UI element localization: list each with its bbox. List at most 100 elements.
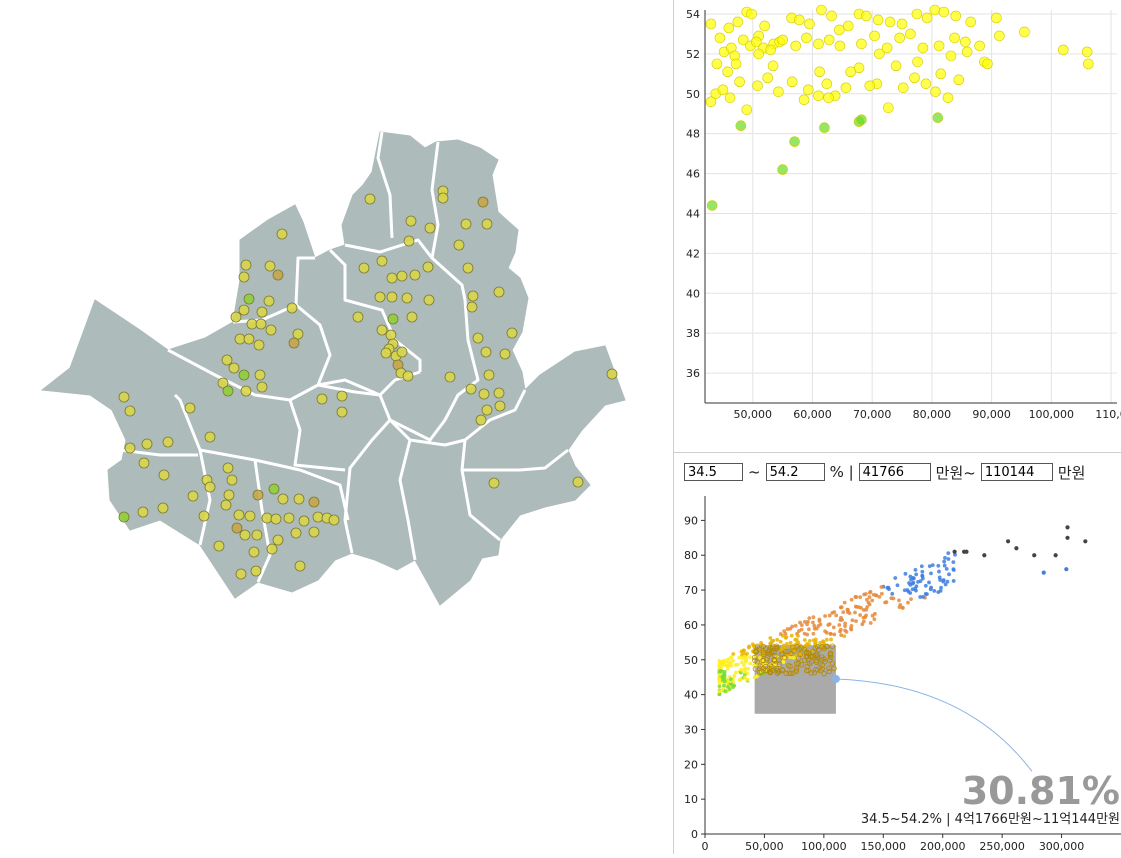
bottom-data-point bbox=[1005, 539, 1011, 544]
bottom-plot-area: 0 10 20 30 40 50 60 70 80 90 0 50,000 100,000 150,000… bbox=[684, 496, 1121, 853]
top-data-point bbox=[730, 58, 742, 70]
bottom-data-point bbox=[827, 613, 832, 618]
district-borders bbox=[119, 131, 569, 583]
bottom-x-tick-label: 200,000 bbox=[920, 840, 966, 853]
bottom-data-point bbox=[790, 624, 795, 629]
map-apartment-dot bbox=[292, 328, 304, 340]
map-svg[interactable] bbox=[0, 0, 670, 854]
top-y-tick-label: 52 bbox=[686, 48, 700, 61]
ratio-max-input[interactable] bbox=[765, 463, 825, 481]
map-apartment-dot bbox=[401, 292, 413, 304]
bottom-data-point bbox=[883, 600, 887, 605]
bottom-data-point bbox=[739, 660, 744, 665]
bottom-data-point bbox=[870, 598, 875, 603]
map-apartment-dot bbox=[374, 291, 386, 303]
bottom-data-point bbox=[890, 591, 895, 596]
bottom-data-point bbox=[817, 617, 822, 622]
bottom-data-point bbox=[812, 626, 817, 631]
map-apartment-dot bbox=[118, 391, 130, 403]
top-data-point bbox=[819, 122, 830, 134]
map-apartment-dot bbox=[221, 354, 233, 366]
bottom-data-point bbox=[838, 629, 842, 634]
bottom-data-point bbox=[824, 630, 829, 635]
top-data-point bbox=[840, 82, 852, 94]
percent-separator-label: % | bbox=[829, 463, 854, 481]
map-apartment-dot bbox=[222, 462, 234, 474]
bottom-data-point bbox=[722, 679, 727, 684]
map-apartment-dot bbox=[124, 442, 136, 454]
map-apartment-dot bbox=[253, 339, 265, 351]
top-x-tick-label: 90,000 bbox=[972, 408, 1011, 421]
top-data-point bbox=[960, 36, 971, 48]
top-data-point bbox=[994, 30, 1005, 42]
top-data-point bbox=[714, 32, 726, 44]
bottom-data-point bbox=[1083, 539, 1088, 544]
map-apartment-dot bbox=[396, 270, 408, 282]
top-data-point bbox=[953, 74, 965, 86]
bottom-data-point bbox=[879, 585, 884, 589]
bottom-x-tick-label: 300,000 bbox=[1039, 840, 1085, 853]
top-data-point bbox=[790, 40, 802, 52]
bottom-data-point bbox=[793, 623, 798, 628]
bottom-scatter-svg[interactable]: 0 10 20 30 40 50 60 70 80 90 0 50,000 100,000 150,000… bbox=[674, 488, 1121, 854]
bottom-data-point bbox=[837, 623, 842, 627]
top-x-tick-label: 100,000 bbox=[1029, 408, 1075, 421]
top-data-point bbox=[950, 10, 962, 22]
selected-point bbox=[823, 644, 829, 650]
selected-point bbox=[752, 666, 759, 672]
price-min-input[interactable] bbox=[858, 463, 931, 481]
callout-curve bbox=[835, 678, 1033, 772]
map-apartment-dot bbox=[263, 295, 275, 307]
bottom-data-point bbox=[850, 618, 855, 623]
top-data-point bbox=[912, 56, 923, 68]
bottom-data-point bbox=[717, 669, 722, 674]
map-apartment-dot bbox=[157, 502, 169, 514]
selected-point bbox=[752, 654, 758, 661]
bottom-data-point bbox=[798, 620, 802, 625]
bottom-data-point bbox=[794, 638, 799, 642]
map-apartment-dot bbox=[270, 513, 282, 525]
top-data-point bbox=[732, 16, 744, 28]
bottom-data-point bbox=[723, 659, 728, 664]
bottom-data-point bbox=[838, 605, 843, 610]
bottom-data-point bbox=[717, 689, 722, 694]
map-apartment-dot bbox=[235, 568, 247, 580]
bottom-data-point bbox=[844, 629, 849, 634]
map-apartment-dot bbox=[462, 262, 474, 274]
map-apartment-dot bbox=[376, 255, 388, 267]
bottom-data-point bbox=[750, 642, 755, 647]
bottom-data-point bbox=[830, 611, 835, 615]
map-apartment-dot bbox=[246, 318, 258, 330]
selected-point bbox=[798, 645, 804, 651]
price-max-input[interactable] bbox=[980, 463, 1053, 481]
top-data-point bbox=[917, 42, 929, 54]
top-data-point bbox=[737, 34, 749, 46]
bottom-data-point bbox=[909, 597, 913, 602]
map-apartment-dot bbox=[243, 333, 255, 345]
bottom-data-point bbox=[802, 619, 807, 624]
top-data-point bbox=[823, 92, 834, 104]
top-data-point bbox=[864, 80, 876, 92]
top-data-point bbox=[869, 30, 880, 42]
top-data-point bbox=[896, 18, 908, 30]
top-data-point bbox=[1081, 46, 1093, 58]
selected-point bbox=[828, 654, 834, 660]
map-apartment-dot bbox=[499, 348, 511, 360]
top-data-point bbox=[1057, 44, 1069, 56]
ratio-min-input[interactable] bbox=[684, 463, 743, 481]
bottom-data-point bbox=[873, 611, 877, 616]
top-scatter-svg[interactable]: 36 38 40 42 44 46 48 50 52 54 50,000 60,000 70,000 80… bbox=[674, 0, 1121, 430]
top-x-tick-label: 110,0 bbox=[1095, 408, 1121, 421]
bottom-data-point bbox=[943, 582, 948, 587]
map-apartment-dot bbox=[255, 318, 267, 330]
map-apartment-dot bbox=[387, 313, 399, 325]
bottom-data-point bbox=[900, 605, 905, 610]
bottom-data-point bbox=[914, 584, 919, 589]
map-apartment-dot bbox=[261, 512, 273, 524]
top-data-point bbox=[773, 86, 784, 98]
bottom-data-point bbox=[745, 651, 749, 656]
map-apartment-dot bbox=[328, 514, 340, 526]
map-apartment-dot bbox=[244, 510, 256, 522]
selected-point bbox=[801, 646, 807, 653]
bottom-data-point bbox=[805, 622, 809, 627]
